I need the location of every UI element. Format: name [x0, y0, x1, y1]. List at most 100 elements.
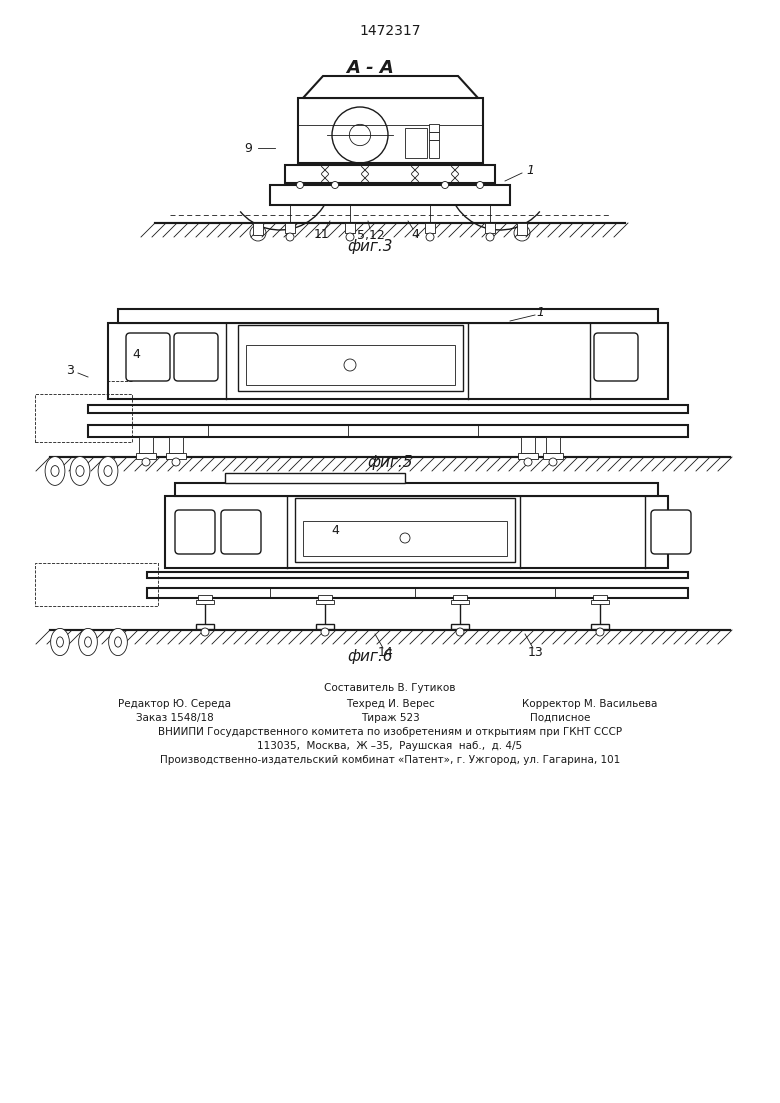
- Bar: [270, 185, 510, 205]
- Ellipse shape: [51, 465, 59, 476]
- FancyBboxPatch shape: [221, 510, 261, 554]
- Bar: [298, 98, 483, 163]
- Text: Производственно-издательский комбинат «Патент», г. Ужгород, ул. Гагарина, 101: Производственно-издательский комбинат «П…: [160, 754, 620, 765]
- Bar: [246, 345, 455, 385]
- Bar: [429, 132, 439, 140]
- Bar: [451, 600, 469, 604]
- Text: 4: 4: [331, 524, 339, 536]
- Bar: [108, 323, 668, 399]
- Text: фиг.6: фиг.6: [347, 649, 393, 664]
- Text: Техред И. Верес: Техред И. Верес: [346, 699, 434, 709]
- FancyBboxPatch shape: [174, 333, 218, 381]
- Circle shape: [346, 233, 354, 240]
- Circle shape: [286, 233, 294, 240]
- Bar: [139, 437, 153, 453]
- Bar: [453, 595, 467, 600]
- Bar: [225, 473, 405, 483]
- Text: ВНИИПИ Государственного комитета по изобретениям и открытиям при ГКНТ СССР: ВНИИПИ Государственного комитета по изоб…: [158, 727, 622, 737]
- Text: 3: 3: [66, 364, 74, 377]
- Text: Заказ 1548/18: Заказ 1548/18: [136, 713, 214, 722]
- Bar: [318, 595, 332, 600]
- Bar: [169, 437, 183, 453]
- Bar: [429, 124, 439, 132]
- Text: фиг.5: фиг.5: [367, 456, 413, 471]
- Circle shape: [321, 628, 329, 636]
- Bar: [593, 595, 607, 600]
- Circle shape: [441, 182, 448, 189]
- Ellipse shape: [70, 457, 90, 485]
- Circle shape: [426, 233, 434, 240]
- Ellipse shape: [98, 457, 118, 485]
- Bar: [166, 453, 186, 459]
- Text: Редактор Ю. Середа: Редактор Ю. Середа: [119, 699, 232, 709]
- Bar: [345, 223, 355, 233]
- Text: 5,12: 5,12: [357, 228, 385, 242]
- Circle shape: [596, 628, 604, 636]
- Bar: [196, 600, 214, 604]
- Bar: [405, 128, 427, 158]
- Circle shape: [477, 182, 484, 189]
- Ellipse shape: [76, 465, 84, 476]
- Bar: [175, 483, 658, 496]
- Polygon shape: [303, 76, 478, 98]
- Circle shape: [172, 458, 180, 465]
- Bar: [316, 600, 334, 604]
- Text: 4: 4: [411, 228, 419, 242]
- Bar: [429, 140, 439, 158]
- Ellipse shape: [45, 457, 65, 485]
- Text: Корректор М. Васильева: Корректор М. Васильева: [523, 699, 658, 709]
- Bar: [543, 453, 563, 459]
- Bar: [521, 437, 535, 453]
- FancyBboxPatch shape: [175, 510, 215, 554]
- Ellipse shape: [51, 629, 69, 655]
- Bar: [316, 624, 334, 629]
- Text: 1: 1: [536, 307, 544, 320]
- Ellipse shape: [84, 636, 91, 647]
- Text: 14: 14: [378, 645, 394, 658]
- Ellipse shape: [79, 629, 98, 655]
- Bar: [147, 572, 688, 578]
- Circle shape: [486, 233, 494, 240]
- Text: Составитель В. Гутиков: Составитель В. Гутиков: [324, 683, 456, 693]
- Bar: [253, 223, 263, 235]
- Ellipse shape: [104, 465, 112, 476]
- Bar: [136, 453, 156, 459]
- Bar: [196, 624, 214, 629]
- Ellipse shape: [108, 629, 127, 655]
- Text: A - A: A - A: [346, 58, 394, 77]
- Circle shape: [296, 182, 303, 189]
- Text: 9: 9: [244, 141, 252, 154]
- FancyBboxPatch shape: [126, 333, 170, 381]
- Bar: [451, 624, 469, 629]
- Text: 4: 4: [132, 347, 140, 361]
- Bar: [303, 521, 507, 556]
- Text: фиг.3: фиг.3: [347, 239, 393, 255]
- Bar: [165, 496, 668, 568]
- Circle shape: [549, 458, 557, 465]
- FancyBboxPatch shape: [651, 510, 691, 554]
- Bar: [88, 425, 688, 437]
- Text: 1472317: 1472317: [360, 24, 420, 38]
- Bar: [591, 600, 609, 604]
- Bar: [88, 405, 688, 413]
- Bar: [118, 309, 658, 323]
- Circle shape: [524, 458, 532, 465]
- Bar: [285, 223, 295, 233]
- Bar: [35, 394, 132, 442]
- Circle shape: [332, 182, 339, 189]
- Circle shape: [201, 628, 209, 636]
- Text: Подписное: Подписное: [530, 713, 590, 722]
- Text: 1: 1: [526, 164, 534, 178]
- Circle shape: [400, 533, 410, 543]
- Ellipse shape: [115, 636, 122, 647]
- FancyBboxPatch shape: [594, 333, 638, 381]
- Bar: [295, 497, 515, 563]
- Bar: [35, 563, 158, 606]
- Circle shape: [344, 358, 356, 371]
- Ellipse shape: [57, 636, 63, 647]
- Bar: [591, 624, 609, 629]
- Circle shape: [456, 628, 464, 636]
- Text: 113035,  Москва,  Ж –35,  Раушская  наб.,  д. 4/5: 113035, Москва, Ж –35, Раушская наб., д.…: [257, 741, 523, 751]
- Bar: [238, 325, 463, 390]
- Bar: [485, 223, 495, 233]
